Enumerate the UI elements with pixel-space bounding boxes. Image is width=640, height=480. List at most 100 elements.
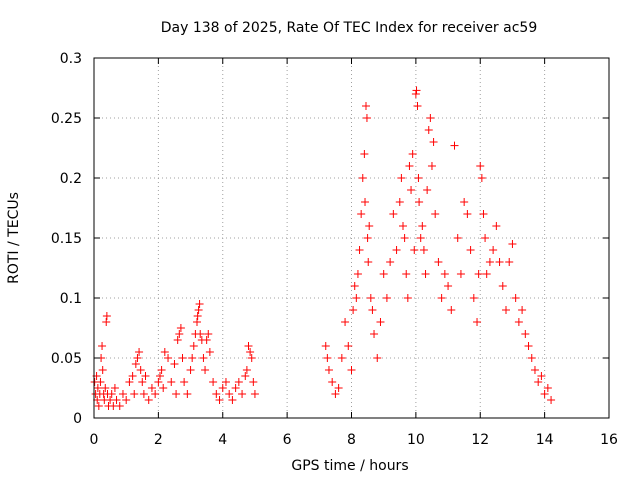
data-point bbox=[94, 402, 103, 410]
data-point bbox=[101, 384, 110, 392]
x-tick-labels: 0 2 4 6 8 10 12 14 16 bbox=[90, 432, 618, 448]
data-point bbox=[157, 366, 166, 374]
data-point bbox=[344, 342, 353, 350]
data-point bbox=[250, 390, 259, 398]
data-point bbox=[514, 318, 523, 326]
data-point bbox=[221, 378, 230, 386]
data-point bbox=[331, 390, 340, 398]
data-point bbox=[247, 354, 256, 362]
axis-ticks bbox=[93, 57, 610, 419]
data-point bbox=[537, 372, 546, 380]
data-point bbox=[328, 378, 337, 386]
data-point bbox=[364, 258, 373, 266]
x-axis-label: GPS time / hours bbox=[291, 458, 408, 474]
data-point bbox=[358, 174, 367, 182]
data-point bbox=[196, 330, 205, 338]
data-point bbox=[434, 258, 443, 266]
data-point bbox=[456, 270, 465, 278]
data-point bbox=[492, 222, 501, 230]
data-point bbox=[176, 324, 185, 332]
data-point bbox=[386, 258, 395, 266]
data-point bbox=[193, 318, 201, 326]
data-point bbox=[376, 318, 385, 326]
data-point bbox=[426, 114, 435, 122]
data-point bbox=[167, 378, 176, 386]
data-point bbox=[135, 348, 144, 356]
data-point bbox=[362, 114, 371, 122]
data-point bbox=[164, 354, 173, 362]
data-point bbox=[411, 90, 420, 98]
data-point bbox=[193, 312, 202, 320]
data-point bbox=[508, 240, 517, 248]
data-point bbox=[474, 270, 483, 278]
data-points bbox=[90, 86, 556, 410]
data-point bbox=[131, 360, 140, 368]
data-point bbox=[242, 366, 251, 374]
data-point bbox=[403, 294, 412, 302]
data-point bbox=[505, 258, 514, 266]
data-point bbox=[125, 378, 134, 386]
chart-title: Day 138 of 2025, Rate Of TEC Index for r… bbox=[161, 20, 537, 36]
data-point bbox=[178, 354, 187, 362]
data-point bbox=[170, 360, 179, 368]
data-point bbox=[547, 396, 556, 404]
y-tick-label: 0.15 bbox=[51, 231, 82, 247]
data-point bbox=[130, 390, 139, 398]
data-point bbox=[180, 378, 189, 386]
data-point bbox=[527, 354, 536, 362]
data-point bbox=[477, 174, 486, 182]
data-point bbox=[93, 396, 102, 404]
data-point bbox=[379, 270, 388, 278]
data-point bbox=[365, 222, 374, 230]
data-point bbox=[397, 174, 406, 182]
data-point bbox=[212, 390, 221, 398]
data-point bbox=[431, 210, 440, 218]
grid bbox=[94, 58, 609, 418]
data-point bbox=[159, 384, 168, 392]
x-tick-label: 6 bbox=[283, 432, 292, 448]
data-point bbox=[205, 348, 214, 356]
y-axis-label: ROTI / TECUs bbox=[6, 192, 22, 284]
data-point bbox=[395, 198, 404, 206]
data-point bbox=[215, 396, 224, 404]
data-point bbox=[218, 384, 227, 392]
data-point bbox=[399, 222, 407, 230]
data-point bbox=[414, 174, 423, 182]
data-point bbox=[540, 390, 549, 398]
data-point bbox=[437, 294, 446, 302]
data-point bbox=[201, 366, 210, 374]
y-tick-label: 0.1 bbox=[60, 291, 82, 307]
data-point bbox=[238, 390, 247, 398]
data-point bbox=[361, 102, 370, 110]
data-point bbox=[96, 378, 105, 386]
data-point bbox=[194, 306, 203, 314]
data-point bbox=[419, 246, 428, 254]
data-point bbox=[188, 354, 197, 362]
data-point bbox=[534, 378, 543, 386]
data-point bbox=[408, 150, 417, 158]
y-tick-label: 0.05 bbox=[51, 351, 82, 367]
data-point bbox=[450, 141, 459, 150]
data-point bbox=[469, 294, 478, 302]
data-point bbox=[138, 378, 147, 386]
data-point bbox=[112, 396, 121, 404]
data-point bbox=[353, 270, 362, 278]
data-point bbox=[495, 258, 504, 266]
data-point bbox=[151, 390, 160, 398]
data-point bbox=[473, 318, 482, 326]
data-point bbox=[350, 282, 359, 290]
data-point bbox=[341, 318, 350, 326]
data-point bbox=[427, 162, 436, 170]
data-point bbox=[175, 330, 184, 338]
data-point bbox=[234, 378, 243, 386]
data-point bbox=[128, 372, 137, 380]
data-point bbox=[118, 390, 127, 398]
data-point bbox=[518, 306, 527, 314]
data-point bbox=[160, 348, 169, 356]
data-point bbox=[410, 246, 419, 254]
data-point bbox=[352, 294, 361, 302]
data-point bbox=[110, 384, 119, 392]
data-point bbox=[122, 396, 131, 404]
data-point bbox=[524, 342, 533, 350]
